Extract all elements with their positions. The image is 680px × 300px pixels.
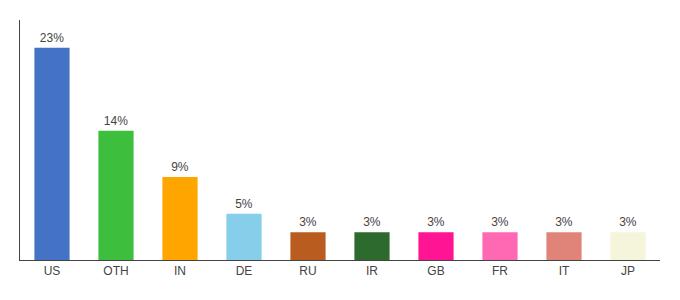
- svg-text:FR: FR: [492, 264, 508, 278]
- svg-text:OTH: OTH: [103, 264, 128, 278]
- svg-text:IR: IR: [366, 264, 378, 278]
- svg-text:GB: GB: [427, 264, 444, 278]
- svg-text:3%: 3%: [363, 215, 381, 229]
- svg-text:14%: 14%: [104, 114, 128, 128]
- svg-text:3%: 3%: [491, 215, 509, 229]
- svg-text:9%: 9%: [171, 160, 189, 174]
- svg-text:5%: 5%: [235, 197, 253, 211]
- svg-text:DE: DE: [236, 264, 253, 278]
- svg-text:JP: JP: [621, 264, 635, 278]
- svg-text:3%: 3%: [555, 215, 573, 229]
- svg-text:3%: 3%: [299, 215, 317, 229]
- svg-text:3%: 3%: [619, 215, 637, 229]
- svg-text:IN: IN: [174, 264, 186, 278]
- svg-text:RU: RU: [299, 264, 316, 278]
- svg-text:23%: 23%: [40, 31, 64, 45]
- svg-text:IT: IT: [559, 264, 570, 278]
- svg-text:3%: 3%: [427, 215, 445, 229]
- svg-text:US: US: [44, 264, 61, 278]
